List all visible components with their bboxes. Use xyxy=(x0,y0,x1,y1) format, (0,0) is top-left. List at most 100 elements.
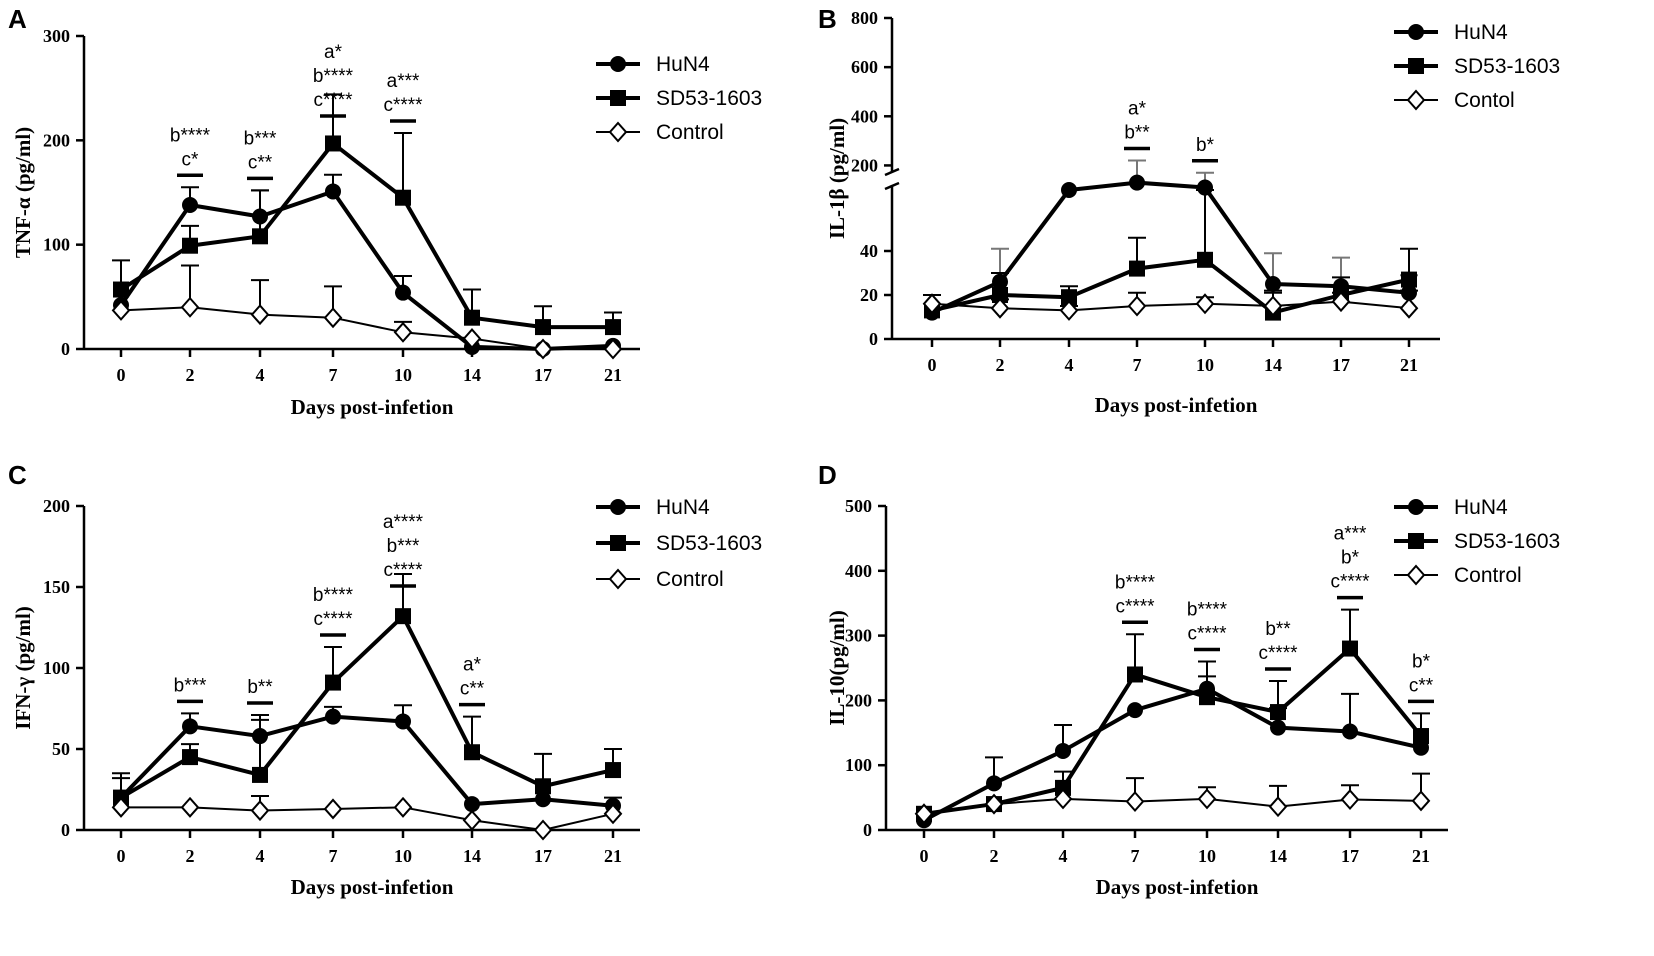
panel-letter: D xyxy=(818,460,837,490)
significance-label: c**** xyxy=(1187,624,1227,645)
significance-label: c**** xyxy=(1115,596,1155,617)
y-tick-label: 100 xyxy=(845,755,872,775)
data-point xyxy=(182,237,198,254)
data-point xyxy=(1268,796,1288,818)
panel-letter: B xyxy=(818,4,837,34)
data-point xyxy=(252,766,268,783)
legend-marker xyxy=(610,56,626,72)
series-line xyxy=(931,180,1410,315)
x-tick-label: 7 xyxy=(329,846,338,866)
legend-marker xyxy=(610,535,626,551)
y-tick-label: 600 xyxy=(851,57,878,77)
significance-label: b**** xyxy=(313,585,354,606)
data-point xyxy=(1055,779,1071,796)
x-tick-label: 4 xyxy=(256,365,265,385)
series-line xyxy=(119,614,614,800)
legend-label: SD53-1603 xyxy=(656,532,762,555)
significance-label: b** xyxy=(1124,123,1150,144)
data-point xyxy=(533,338,553,360)
panel-letter: C xyxy=(8,460,27,490)
x-tick-label: 17 xyxy=(1341,846,1359,866)
y-tick-label: 0 xyxy=(61,339,70,359)
significance-annotations: a* b** b* xyxy=(1124,99,1218,163)
data-point xyxy=(462,809,482,831)
significance-label: a*** xyxy=(387,71,420,92)
data-point xyxy=(113,281,129,298)
y-tick-label: 300 xyxy=(845,626,872,646)
data-point xyxy=(395,608,411,625)
y-tick-label: 40 xyxy=(860,241,878,261)
data-point xyxy=(111,796,131,818)
data-point xyxy=(1127,295,1147,317)
legend-marker xyxy=(1408,499,1424,515)
significance-label: c**** xyxy=(313,609,353,630)
data-point xyxy=(1197,179,1213,196)
x-tick-label: 17 xyxy=(534,365,552,385)
significance-label: c** xyxy=(460,679,485,700)
legend-label: SD53-1603 xyxy=(1454,55,1560,78)
series-control xyxy=(111,264,623,360)
data-point xyxy=(464,744,480,761)
significance-label: b*** xyxy=(244,128,277,149)
x-tick-label: 0 xyxy=(117,846,126,866)
data-point xyxy=(325,674,341,691)
x-tick-label: 17 xyxy=(534,846,552,866)
data-point xyxy=(1053,788,1073,810)
significance-label: c**** xyxy=(1330,572,1370,593)
data-point xyxy=(180,796,200,818)
data-point xyxy=(1127,666,1143,683)
x-tick-label: 14 xyxy=(463,846,481,866)
data-point xyxy=(1340,789,1360,811)
panel-letter: A xyxy=(8,4,27,34)
legend-label: Control xyxy=(656,568,724,591)
series-line xyxy=(931,300,1410,312)
data-point xyxy=(1413,728,1429,745)
legend-marker xyxy=(1406,564,1426,586)
y-axis-title: IL-10(pg/ml) xyxy=(825,610,849,726)
legend-label: Contol xyxy=(1454,89,1515,112)
legend-marker xyxy=(608,568,628,590)
significance-annotations: b**** c* b*** c** a* b**** c**** a*** c**** xyxy=(170,42,423,181)
data-point xyxy=(1270,704,1286,721)
x-tick-label: 21 xyxy=(1400,355,1418,375)
y-tick-label: 200 xyxy=(845,690,872,710)
y-tick-label: 300 xyxy=(43,26,70,46)
significance-label: b**** xyxy=(1115,572,1156,593)
significance-label: b* xyxy=(1341,548,1360,569)
data-point xyxy=(1197,251,1213,268)
data-point xyxy=(1263,295,1283,317)
panel-a: A 0 100 200 300 0 2 4 7 10 14 17 21 Days post-infetio… xyxy=(8,4,762,419)
x-tick-label: 7 xyxy=(329,365,338,385)
y-tick-label: 200 xyxy=(43,130,70,150)
significance-label: c**** xyxy=(1258,643,1298,664)
data-point xyxy=(914,803,934,825)
data-point xyxy=(325,183,341,200)
significance-label: b** xyxy=(1265,619,1291,640)
y-tick-label: 200 xyxy=(851,155,878,175)
legend-marker xyxy=(1408,533,1424,549)
x-tick-label: 2 xyxy=(186,846,195,866)
series-line xyxy=(923,646,1423,816)
x-tick-label: 7 xyxy=(1131,846,1140,866)
significance-label: b*** xyxy=(174,675,207,696)
x-tick-label: 14 xyxy=(463,365,481,385)
legend-label: SD53-1603 xyxy=(656,87,762,110)
y-tick-label: 400 xyxy=(845,561,872,581)
significance-label: c** xyxy=(248,152,273,173)
y-axis-title: IFN-γ (pg/ml) xyxy=(11,606,35,730)
series-line xyxy=(120,306,613,350)
x-tick-label: 21 xyxy=(604,365,622,385)
data-point xyxy=(250,800,270,822)
axes xyxy=(884,18,1440,341)
axis-break-mark xyxy=(884,167,900,177)
series-line xyxy=(119,189,614,351)
x-tick-label: 10 xyxy=(394,365,412,385)
x-tick-label: 0 xyxy=(928,355,937,375)
data-point xyxy=(1059,299,1079,321)
data-point xyxy=(180,296,200,318)
series-sd53-1603 xyxy=(112,573,622,806)
legend-marker xyxy=(1408,24,1424,40)
x-tick-label: 10 xyxy=(394,846,412,866)
data-point xyxy=(395,284,411,301)
x-axis-title: Days post-infetion xyxy=(291,875,454,899)
